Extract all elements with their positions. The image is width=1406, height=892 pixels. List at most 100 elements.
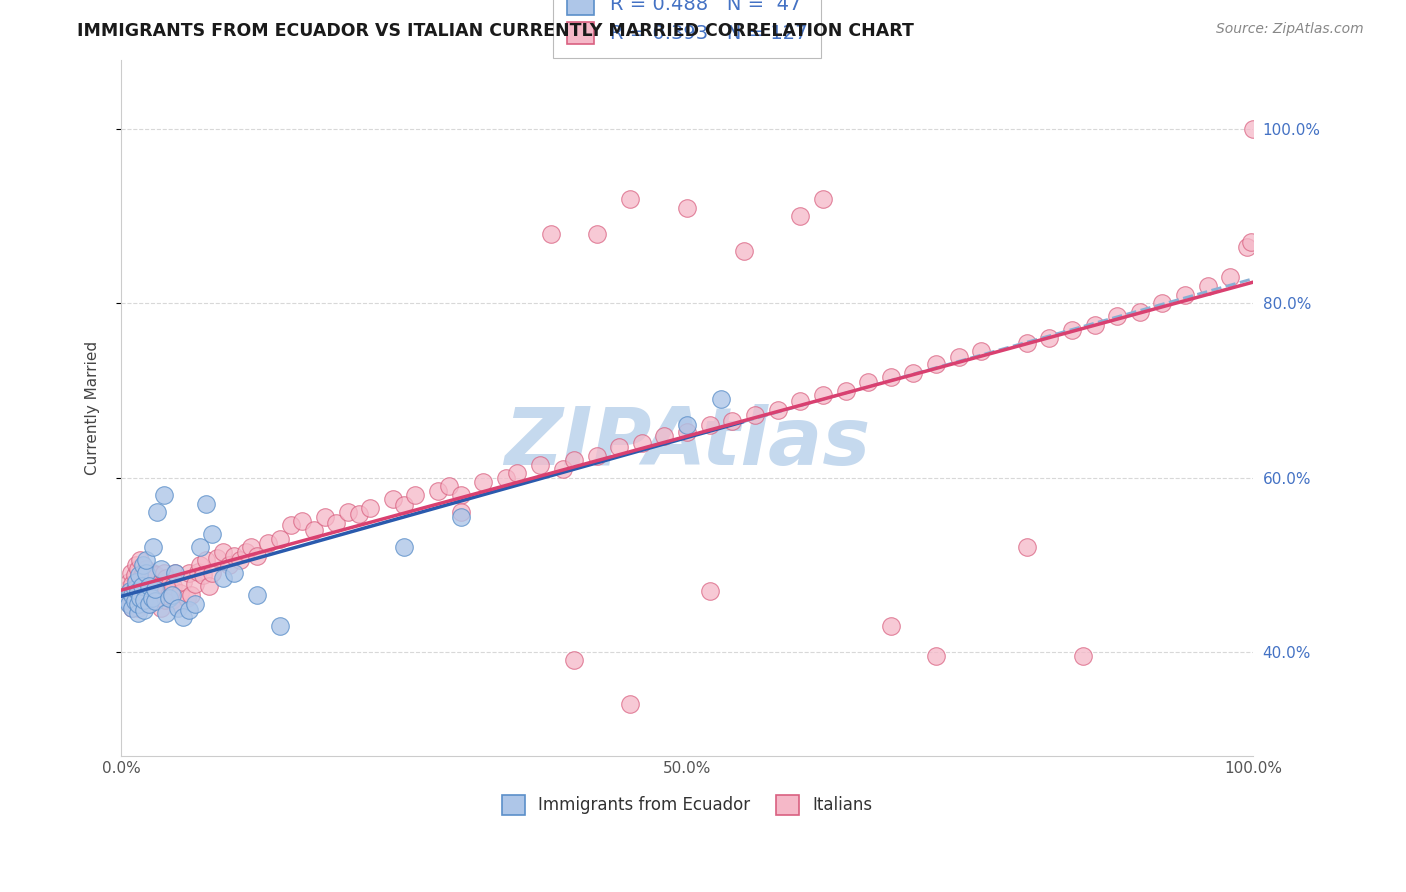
Point [148,577,170,591]
Point [183,577,205,591]
Point [134,585,156,599]
Point [157,588,180,602]
Text: Source: ZipAtlas.com: Source: ZipAtlas.com [1216,22,1364,37]
Point [224,566,246,581]
Point [699,583,721,598]
Point [115,588,138,602]
Point [427,483,450,498]
Point [212,544,235,558]
Point [165,566,187,581]
Point [269,532,291,546]
Point [155,571,177,585]
Point [146,505,169,519]
Point [115,592,138,607]
Point [721,414,744,428]
Point [127,562,149,576]
Point [450,509,472,524]
Point [138,597,160,611]
Point [132,592,155,607]
Point [246,549,269,563]
Point [160,588,183,602]
Point [120,566,142,581]
Point [125,582,148,596]
Point [710,392,733,407]
Point [224,549,246,563]
Point [124,597,146,611]
Point [654,429,676,443]
Point [811,192,834,206]
Point [166,597,188,611]
Point [506,467,529,481]
Point [733,244,755,259]
Point [207,550,229,565]
Point [359,501,381,516]
Point [120,585,142,599]
Point [1241,122,1264,136]
Point [187,565,209,579]
Point [585,449,607,463]
Point [347,507,370,521]
Point [1236,240,1258,254]
Point [138,597,160,611]
Point [450,505,472,519]
Point [127,597,149,611]
Point [529,458,551,472]
Point [132,579,155,593]
Point [149,562,172,576]
Point [141,588,163,602]
Point [676,425,699,440]
Point [153,488,176,502]
Point [472,475,495,489]
Point [280,518,302,533]
Point [138,579,160,593]
Point [789,210,811,224]
Point [439,479,461,493]
Point [131,582,153,596]
Point [159,577,181,591]
Point [149,601,172,615]
Point [551,462,574,476]
Point [619,697,641,711]
Point [155,592,177,607]
Point [970,344,993,359]
Point [157,591,180,605]
Point [183,597,205,611]
Point [149,588,172,602]
Point [190,541,212,555]
Point [176,591,198,605]
Point [143,594,166,608]
Point [834,384,856,398]
Point [404,488,426,502]
Point [143,582,166,596]
Point [138,585,160,599]
Point [1015,335,1038,350]
Point [135,562,157,576]
Point [619,192,641,206]
Point [127,583,149,598]
Point [131,597,153,611]
Point [166,601,188,615]
Point [127,606,149,620]
Point [1015,541,1038,555]
Point [142,541,165,555]
Point [1197,279,1219,293]
Point [269,618,291,632]
Point [120,597,142,611]
Point [257,536,280,550]
Point [125,575,148,590]
Point [903,366,925,380]
Point [195,497,218,511]
Point [135,553,157,567]
Point [124,568,146,582]
Point [811,388,834,402]
Point [1240,235,1263,250]
Point [136,591,159,605]
Text: IMMIGRANTS FROM ECUADOR VS ITALIAN CURRENTLY MARRIED CORRELATION CHART: IMMIGRANTS FROM ECUADOR VS ITALIAN CURRE… [77,22,914,40]
Point [121,588,143,602]
Point [142,566,165,581]
Point [450,488,472,502]
Point [880,618,903,632]
Point [562,453,585,467]
Point [129,591,152,605]
Point [128,568,150,582]
